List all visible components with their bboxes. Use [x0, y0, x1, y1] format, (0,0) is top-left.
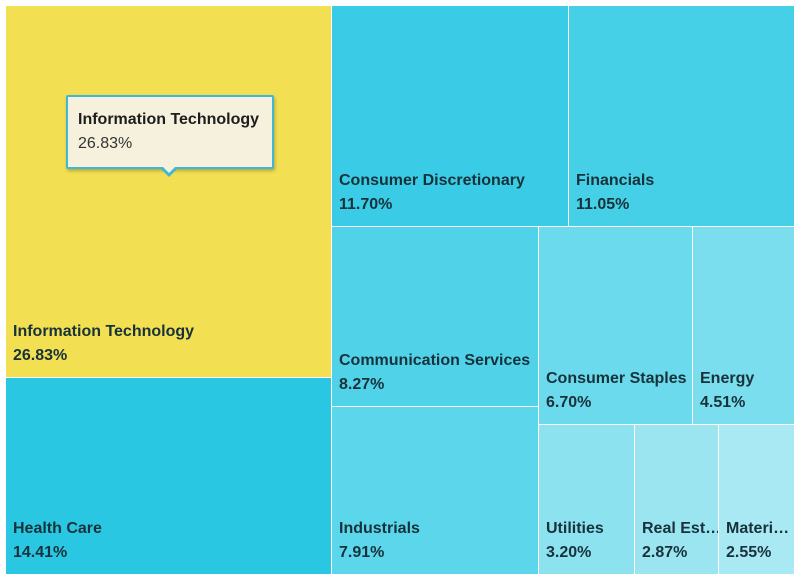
tile-value: 2.55%: [726, 544, 772, 561]
tile-value: 8.27%: [339, 376, 385, 393]
tile-value: 11.70%: [339, 196, 393, 213]
tile-value: 14.41%: [13, 544, 68, 561]
tooltip-pointer: [160, 166, 178, 177]
tile-value: 7.91%: [339, 544, 385, 561]
tile-industrials[interactable]: Industrials 7.91%: [332, 407, 539, 575]
tile-consumer-discretionary[interactable]: Consumer Discretionary 11.70%: [332, 6, 569, 227]
tile-label: Communication Services 8.27%: [339, 349, 530, 397]
tooltip: Information Technology 26.83%: [66, 95, 274, 177]
tile-communication-services[interactable]: Communication Services 8.27%: [332, 227, 539, 407]
tile-value: 26.83%: [13, 347, 68, 364]
tile-name: Real Est…: [642, 520, 719, 537]
tile-label: Information Technology 26.83%: [13, 320, 194, 368]
tile-label: Consumer Discretionary 11.70%: [339, 169, 525, 217]
tile-utilities[interactable]: Utilities 3.20%: [539, 425, 635, 575]
tile-name: Industrials: [339, 520, 420, 537]
tile-label: Materi… 2.55%: [726, 517, 789, 565]
tile-value: 2.87%: [642, 544, 688, 561]
tile-label: Industrials 7.91%: [339, 517, 420, 565]
tile-label: Consumer Staples 6.70%: [546, 367, 686, 415]
tile-energy[interactable]: Energy 4.51%: [693, 227, 795, 425]
tile-name: Energy: [700, 370, 755, 387]
tile-value: 4.51%: [700, 394, 746, 411]
tile-financials[interactable]: Financials 11.05%: [569, 6, 795, 227]
tile-name: Materi…: [726, 520, 790, 537]
tile-label: Utilities 3.20%: [546, 517, 604, 565]
tile-label: Health Care 14.41%: [13, 517, 102, 565]
tile-name: Financials: [576, 172, 655, 189]
tile-label: Financials 11.05%: [576, 169, 654, 217]
tile-value: 6.70%: [546, 394, 592, 411]
tile-information-technology[interactable]: Information Technology 26.83%: [6, 6, 332, 378]
tile-name: Utilities: [546, 520, 604, 537]
tile-health-care[interactable]: Health Care 14.41%: [6, 378, 332, 575]
tile-name: Health Care: [13, 520, 102, 537]
tile-name: Information Technology: [13, 323, 195, 340]
tile-value: 3.20%: [546, 544, 592, 561]
tile-name: Communication Services: [339, 352, 531, 369]
tooltip-title: Information Technology: [78, 111, 260, 128]
tile-label: Real Est… 2.87%: [642, 517, 719, 565]
tile-label: Energy 4.51%: [700, 367, 754, 415]
tooltip-value: 26.83%: [78, 135, 133, 152]
tile-value: 11.05%: [576, 196, 630, 213]
tile-materi[interactable]: Materi… 2.55%: [719, 425, 795, 575]
tile-real-est[interactable]: Real Est… 2.87%: [635, 425, 719, 575]
tile-name: Consumer Staples: [546, 370, 687, 387]
tile-name: Consumer Discretionary: [339, 172, 525, 189]
tile-consumer-staples[interactable]: Consumer Staples 6.70%: [539, 227, 693, 425]
